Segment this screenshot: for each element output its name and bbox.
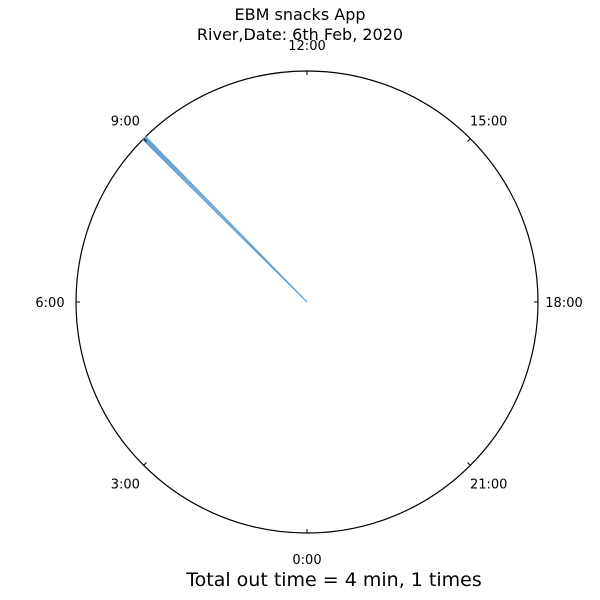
tick-mark — [467, 138, 471, 142]
total-out-time-label: Total out time = 4 min, 1 times — [186, 569, 482, 591]
tick-label: 21:00 — [470, 478, 507, 493]
tick-label: 6:00 — [35, 296, 64, 311]
tick-mark — [143, 138, 147, 142]
tick-label: 12:00 — [288, 39, 325, 54]
event-wedge — [141, 135, 308, 303]
tick-label: 18:00 — [545, 296, 582, 311]
tick-mark — [467, 462, 471, 466]
tick-mark — [143, 462, 147, 466]
tick-label: 0:00 — [292, 553, 321, 568]
chart-title-line2: River,Date: 6th Feb, 2020 — [196, 25, 404, 44]
tick-label: 9:00 — [111, 114, 140, 129]
chart-title-line1: EBM snacks App — [234, 5, 366, 24]
tick-label: 15:00 — [470, 114, 507, 129]
tick-label: 3:00 — [111, 478, 140, 493]
chart-title: EBM snacks App River,Date: 6th Feb, 2020 — [0, 5, 600, 45]
